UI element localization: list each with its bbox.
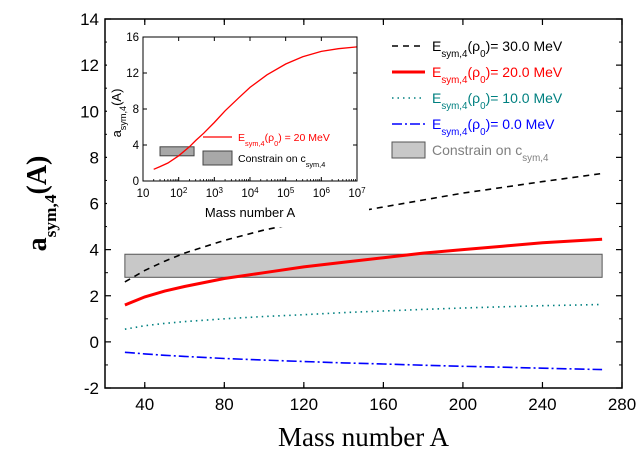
inset-y-tick-label: 8 [133, 104, 139, 116]
inset-legend-entry: Esym,4(ρ0) = 20 MeV [238, 132, 330, 148]
inset-x-tick-label: 102 [170, 186, 188, 201]
inset-y-axis-label: asym,4(A) [109, 89, 128, 138]
inset-x-tick-label: 104 [241, 186, 259, 201]
inset-constraint-band [159, 146, 195, 157]
x-tick-label: 40 [135, 395, 154, 414]
legend-entry-band: Constrain on csym,4 [432, 142, 549, 164]
y-tick-label: 12 [80, 56, 99, 75]
y-tick-label: 4 [90, 241, 99, 260]
inset-y-tick-label: 0 [133, 176, 139, 188]
main-axes [104, 18, 623, 389]
series-line-3 [124, 351, 603, 371]
x-tick-label: 200 [449, 395, 477, 414]
inset-x-axis-label: Mass number A [205, 205, 296, 220]
inset-x-tick-label: 107 [348, 186, 366, 201]
inset-x-tick-label: 106 [313, 186, 331, 201]
inset-x-tick-label: 105 [277, 186, 295, 201]
inset-series-line [153, 46, 358, 170]
x-tick-label: 120 [290, 395, 318, 414]
main-legend: Esym,4(ρ0)= 30.0 MeV Esym,4(ρ0)= 20.0 MeV… [391, 38, 563, 164]
inset-legend-band-swatch [202, 150, 233, 166]
x-tick-label: 80 [215, 395, 234, 414]
constraint-band [124, 253, 603, 278]
inset-background [107, 29, 369, 227]
inset-y-tick-label: 16 [126, 32, 139, 44]
x-tick-label: 280 [608, 395, 636, 414]
y-axis-label: asym,4(A) [22, 156, 60, 252]
y-tick-label: 8 [90, 148, 99, 167]
legend-entry: Esym,4(ρ0)= 0.0 MeV [432, 116, 555, 138]
series-line-2 [124, 303, 603, 330]
inset-y-tick-label: 12 [126, 68, 139, 80]
legend-entry: Esym,4(ρ0)= 20.0 MeV [432, 64, 563, 86]
inset-y-tick-label: 4 [133, 140, 140, 152]
y-tick-label: -2 [84, 379, 99, 398]
y-tick-label: 0 [90, 333, 99, 352]
inset-chart: 10 102 103 104 105 106 107 0 4 8 12 16 Mass number A… [107, 29, 369, 227]
inset-x-tick-label: 10 [137, 188, 150, 200]
inset-legend-entry-band: Constrain on csym,4 [238, 153, 325, 169]
legend-band-swatch [391, 141, 426, 159]
x-tick-label: 240 [528, 395, 556, 414]
y-tick-label: 2 [90, 287, 99, 306]
x-axis-label: Mass number A [278, 422, 449, 452]
y-tick-label: 6 [90, 195, 99, 214]
legend-entry: Esym,4(ρ0)= 30.0 MeV [432, 38, 563, 60]
main-constraint-band [124, 253, 603, 278]
x-tick-label: 160 [369, 395, 397, 414]
y-tick-label: 10 [80, 102, 99, 121]
inset-x-tick-label: 103 [206, 186, 224, 201]
y-tick-label: 14 [80, 10, 99, 29]
legend-entry: Esym,4(ρ0)= 10.0 MeV [432, 90, 563, 112]
series-line-1 [124, 237, 603, 307]
